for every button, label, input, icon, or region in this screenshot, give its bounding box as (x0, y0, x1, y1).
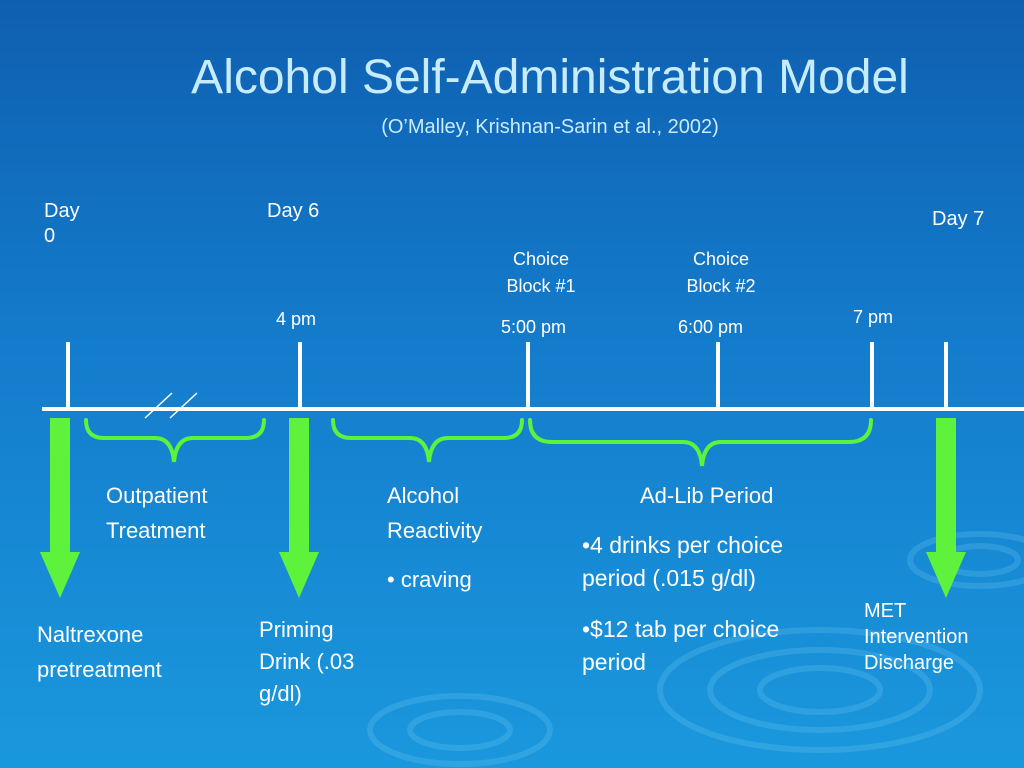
slide-subtitle: (O’Malley, Krishnan-Sarin et al., 2002) (381, 116, 719, 138)
label-choice-block-2: Choice Block #2 (686, 249, 756, 296)
label-7pm: 7 pm (853, 307, 894, 327)
label-choice-block-1: Choice Block #1 (506, 249, 576, 296)
event-priming: Priming Drink (.03 g/dl) (259, 617, 355, 706)
phase-reactivity-title: Alcohol Reactivity (387, 483, 483, 544)
slide-title: Alcohol Self-Administration Model (191, 51, 909, 104)
phase-adlib-bullet-2: •$12 tab per choice period (582, 616, 780, 676)
event-naltrexone: Naltrexone pretreatment (37, 622, 162, 683)
phase-adlib-bullet-1: •4 drinks per choice period (.015 g/dl) (582, 532, 784, 592)
phase-reactivity-bullet: • craving (387, 567, 472, 592)
phase-adlib-title: Ad-Lib Period (640, 483, 774, 508)
label-4pm: 4 pm (276, 309, 317, 329)
label-5pm: 5:00 pm (501, 317, 567, 337)
label-day7: Day 7 (932, 208, 985, 230)
arrow-priming (279, 418, 319, 598)
label-day6: Day 6 (267, 200, 320, 222)
arrow-met (926, 418, 966, 598)
axis-break-marks (144, 392, 198, 419)
label-6pm: 6:00 pm (678, 317, 744, 337)
brace-adlib (528, 418, 873, 467)
brace-reactivity (331, 418, 524, 463)
brace-outpatient (84, 418, 266, 463)
event-met: MET Intervention Discharge (864, 600, 969, 674)
arrow-naltrexone (40, 418, 80, 598)
label-day0: Day 0 (44, 200, 80, 247)
phase-outpatient: Outpatient Treatment (106, 483, 208, 544)
